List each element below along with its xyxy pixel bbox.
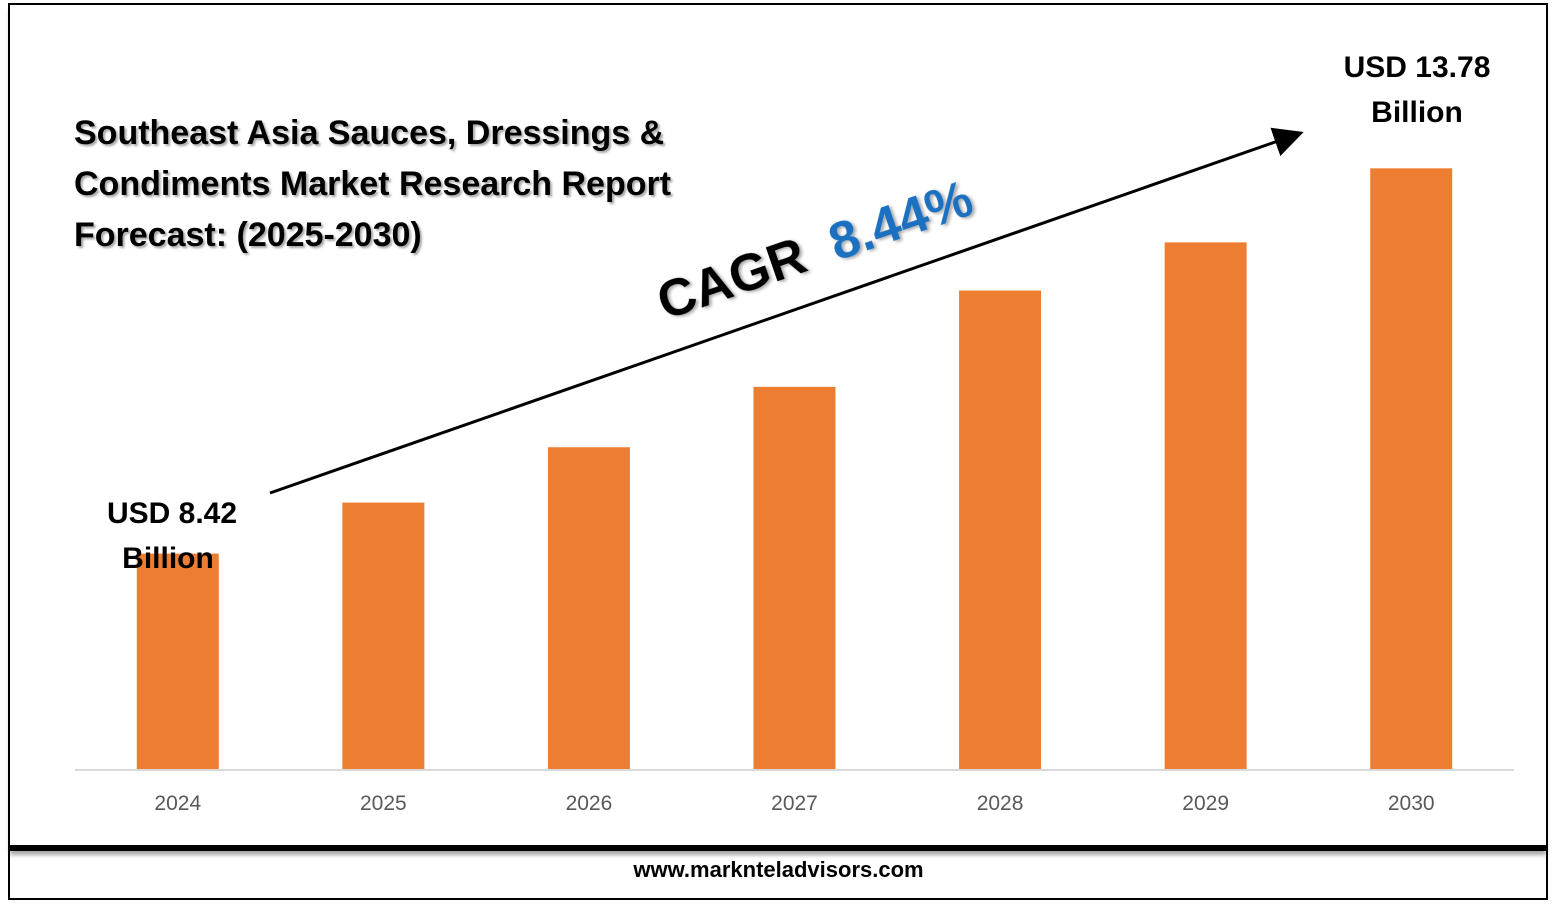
start-value-label: USD 8.42 (107, 497, 237, 530)
cagr-value: 8.44% (822, 169, 980, 272)
end-value-label: USD 13.78 (1344, 51, 1491, 84)
x-tick-label-2024: 2024 (154, 792, 201, 815)
x-tick-label-2027: 2027 (771, 792, 818, 815)
end-value-unit: Billion (1371, 96, 1463, 129)
x-tick-label-2026: 2026 (566, 792, 613, 815)
x-tick-label-2028: 2028 (977, 792, 1024, 815)
bar-2029 (1165, 242, 1247, 770)
bar-2028 (959, 291, 1041, 770)
bar-2030 (1370, 168, 1452, 770)
x-tick-label-2025: 2025 (360, 792, 407, 815)
bar-2024 (137, 554, 219, 770)
footer-website: www.marknteladvisors.com (0, 857, 1557, 883)
chart-title: Southeast Asia Sauces, Dressings & Condi… (74, 108, 774, 261)
x-tick-label-2029: 2029 (1182, 792, 1229, 815)
start-value-unit: Billion (122, 542, 214, 575)
bar-2027 (754, 387, 836, 770)
x-tick-label-2030: 2030 (1388, 792, 1435, 815)
bar-2025 (342, 503, 424, 770)
bar-2026 (548, 447, 630, 770)
